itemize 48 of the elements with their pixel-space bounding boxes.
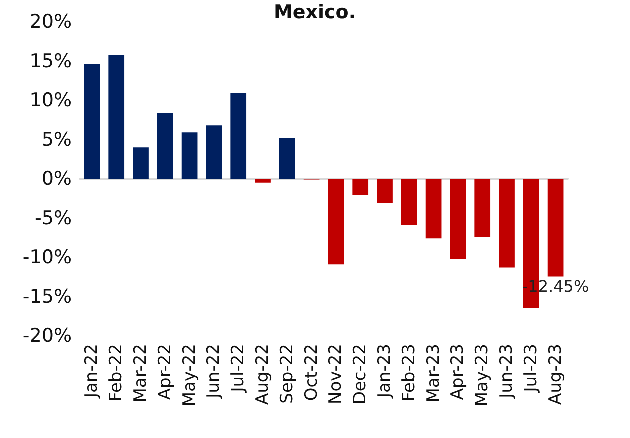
x-tick-label: Nov-22 <box>326 344 346 404</box>
y-tick-label: -20% <box>22 325 72 347</box>
x-tick-label: Jan-23 <box>375 344 395 399</box>
chart-title: Mexico. <box>274 2 356 24</box>
x-tick-label: Apr-23 <box>448 344 468 400</box>
bar <box>206 126 222 179</box>
bar <box>279 138 296 179</box>
bar <box>84 64 100 179</box>
bar <box>230 93 247 179</box>
bar <box>499 179 515 268</box>
bar <box>474 179 491 238</box>
x-tick-label: Mar-23 <box>424 344 444 403</box>
bar <box>182 132 198 179</box>
x-tick-label: Jun-22 <box>204 344 224 400</box>
bar <box>328 179 344 265</box>
bar <box>450 179 466 260</box>
x-tick-label: Jul-23 <box>521 344 542 394</box>
x-tick-label: Dec-22 <box>350 344 371 405</box>
x-tick-label: Jul-22 <box>228 344 249 394</box>
bar <box>352 179 369 196</box>
x-tick-label: Sep-22 <box>277 344 298 404</box>
y-tick-label: 15% <box>30 50 72 72</box>
x-tick-label: Feb-22 <box>106 344 127 402</box>
bar <box>548 179 564 277</box>
bar <box>255 179 271 183</box>
x-tick-label: Aug-22 <box>253 344 273 405</box>
y-tick-label: 5% <box>42 128 72 151</box>
bar <box>157 113 174 179</box>
y-tick-label: -5% <box>35 207 72 230</box>
y-tick-label: -10% <box>22 246 72 268</box>
bar <box>108 54 125 179</box>
x-tick-label: May-22 <box>180 344 200 407</box>
x-tick-label: Aug-23 <box>546 344 566 405</box>
x-tick-label: Jun-23 <box>497 344 517 400</box>
bar <box>377 179 393 204</box>
y-tick-label: 20% <box>30 11 72 33</box>
bar <box>426 179 442 239</box>
x-tick-label: Mar-22 <box>131 344 151 403</box>
bar <box>133 148 149 179</box>
bar <box>401 179 418 226</box>
y-tick-label: -15% <box>22 286 72 308</box>
x-tick-label: Jan-22 <box>82 344 102 399</box>
x-tick-label: Apr-22 <box>155 344 176 400</box>
x-tick-label: Oct-22 <box>302 344 322 402</box>
y-tick-label: 10% <box>30 90 72 112</box>
x-tick-label: May-23 <box>472 344 493 407</box>
x-tick-label: Feb-23 <box>399 344 420 402</box>
y-tick-label: 0% <box>42 168 72 190</box>
